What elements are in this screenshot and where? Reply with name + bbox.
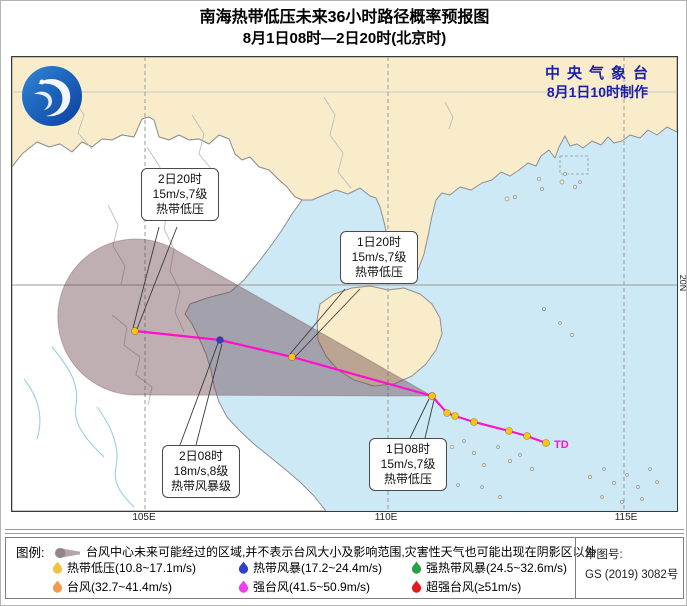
callout-wind: 15m/s,7级 — [152, 187, 208, 201]
callout-time: 1日08时 — [385, 442, 431, 456]
forecast-callout-1d20: 1日20时 15m/s,7级 热带低压 — [340, 231, 418, 284]
agency-block: 中央气象台 8月1日10时制作 — [545, 65, 648, 101]
forecast-track-line — [134, 329, 433, 398]
callout-time: 2日08时 — [178, 449, 224, 463]
callout-level: 热带风暴级 — [170, 479, 231, 493]
page-title: 南海热带低压未来36小时路径概率预报图 — [199, 9, 490, 26]
map-canvas: TD — [12, 57, 677, 511]
callout-level: 热带低压 — [155, 202, 204, 216]
callout-wind: 15m/s,7级 — [380, 457, 436, 471]
track-point-ts — [216, 336, 224, 344]
legend-item-ts: 热带风暴(17.2~24.4m/s) — [238, 559, 382, 576]
lat-label-20n: 20N — [678, 274, 687, 292]
small-islands — [438, 172, 659, 504]
cone-icon — [54, 546, 81, 564]
forecast-callout-2d08: 2日08时 18m/s,8级 热带风暴级 — [162, 445, 240, 498]
track-point-td — [470, 418, 478, 426]
cma-logo-icon — [22, 66, 82, 126]
legend-item-td: 热带低压(10.8~17.1m/s) — [52, 559, 196, 576]
callout-time: 2日20时 — [157, 172, 203, 186]
agency-issue-time: 8月1日10时制作 — [546, 84, 648, 100]
legend-item-label: 超强台风(≥51m/s) — [426, 580, 522, 594]
forecast-callout-2d20: 2日20时 15m/s,7级 热带低压 — [141, 168, 219, 221]
track-point-td — [451, 412, 459, 420]
forecast-callout-1d08: 1日08时 15m/s,7级 热带低压 — [369, 438, 447, 491]
sts-marker-icon — [411, 561, 422, 574]
track-layer — [131, 327, 550, 447]
track-point-td — [505, 427, 513, 435]
approval-number: GS (2019) 3082号 — [585, 569, 679, 581]
callout-wind: 18m/s,8级 — [173, 464, 229, 478]
agency-name: 中央气象台 — [544, 65, 655, 82]
cone-note: 台风中心未来可能经过的区域,并不表示台风大小及影响范围,灾害性天气也可能出现在阴… — [86, 545, 597, 559]
legend-item-sty: 强台风(41.5~50.9m/s) — [238, 578, 370, 595]
lon-label-115e: 115E — [614, 512, 638, 523]
td-marker-icon — [52, 561, 63, 574]
super-ty-marker-icon — [411, 580, 422, 593]
separator-line — [5, 529, 684, 534]
lon-label-110e: 110E — [374, 512, 398, 523]
rivers — [23, 346, 135, 508]
forecast-map: TD — [11, 56, 678, 512]
lon-label-105e: 105E — [132, 512, 156, 523]
callout-tails — [132, 226, 435, 446]
legend-item-label: 强热带风暴(24.5~32.6m/s) — [426, 561, 568, 575]
title-block: 南海热带低压未来36小时路径概率预报图 8月1日08时—2日20时(北京时) — [1, 7, 686, 49]
forecast-probability-cone — [57, 238, 434, 397]
map-approval-box: 审图号: GS (2019) 3082号 — [575, 538, 683, 598]
province-borders — [71, 96, 454, 406]
callout-time: 1日20时 — [356, 235, 402, 249]
special-admin-region-box — [559, 155, 589, 175]
legend-item-super-ty: 超强台风(≥51m/s) — [411, 578, 521, 595]
legend-item-label: 台风(32.7~41.4m/s) — [67, 580, 173, 594]
callout-level: 热带低压 — [383, 472, 432, 486]
ty-marker-icon — [52, 580, 63, 593]
ts-marker-icon — [238, 561, 249, 574]
legend-item-sts: 强热带风暴(24.5~32.6m/s) — [411, 559, 567, 576]
callout-wind: 15m/s,7级 — [351, 250, 407, 264]
legend-item-label: 热带风暴(17.2~24.4m/s) — [253, 561, 383, 575]
approval-label: 审图号: — [585, 549, 623, 561]
track-point-td — [288, 353, 296, 361]
legend-box: 图例: 台风中心未来可能经过的区域,并不表示台风大小及影响范围,灾害性天气也可能… — [5, 537, 684, 599]
track-point-td — [443, 409, 451, 417]
td-label: TD — [554, 439, 569, 451]
graticule — [12, 57, 677, 511]
legend-item-label: 热带低压(10.8~17.1m/s) — [67, 561, 197, 575]
cma-logo — [20, 64, 84, 128]
legend-item-ty: 台风(32.7~41.4m/s) — [52, 578, 172, 595]
vietnam-laos-land — [12, 116, 327, 511]
legend-item-label: 强台风(41.5~50.9m/s) — [253, 580, 371, 594]
track-point-td — [523, 432, 531, 440]
page-subtitle: 8月1日08时—2日20时(北京时) — [242, 30, 447, 47]
track-point-td — [131, 327, 139, 335]
track-point-td — [428, 392, 436, 400]
sty-marker-icon — [238, 580, 249, 593]
track-point-td — [542, 439, 550, 447]
callout-level: 热带低压 — [354, 265, 403, 279]
legend-title: 图例: — [16, 546, 45, 560]
hainan-island — [316, 285, 443, 387]
